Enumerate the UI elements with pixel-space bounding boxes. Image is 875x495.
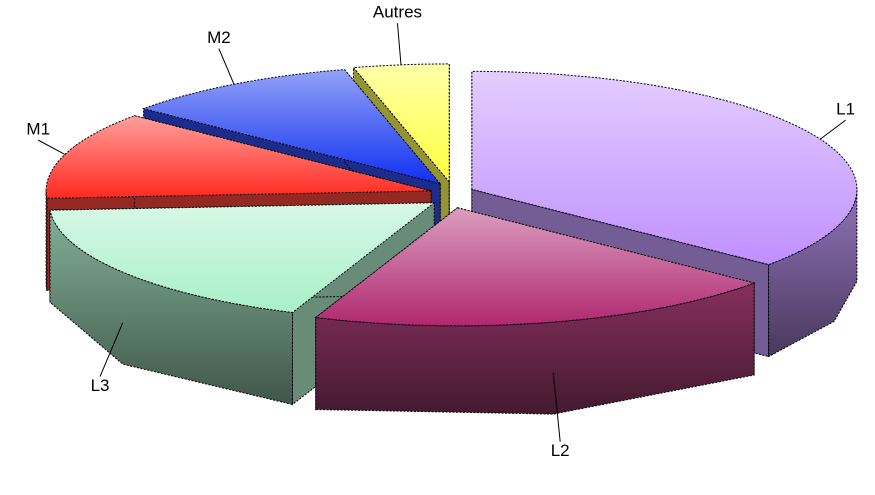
leader-line <box>396 23 402 65</box>
slice-side <box>45 190 48 291</box>
slice-label: M2 <box>207 28 231 47</box>
leader-line <box>819 119 846 140</box>
slice <box>49 202 436 314</box>
slice <box>141 69 442 185</box>
slice <box>45 115 432 199</box>
slice <box>352 63 450 184</box>
leader-line <box>218 48 235 85</box>
slice-label: L2 <box>551 441 570 460</box>
slice-label: L1 <box>836 100 855 119</box>
leader-line <box>38 139 66 155</box>
leader-line <box>552 372 561 442</box>
slice-label: L3 <box>91 376 110 395</box>
slice-label: Autres <box>373 3 422 22</box>
slice-group <box>314 206 756 415</box>
slice <box>314 207 756 327</box>
leader-line <box>99 322 124 377</box>
slice-label: M1 <box>26 120 50 139</box>
